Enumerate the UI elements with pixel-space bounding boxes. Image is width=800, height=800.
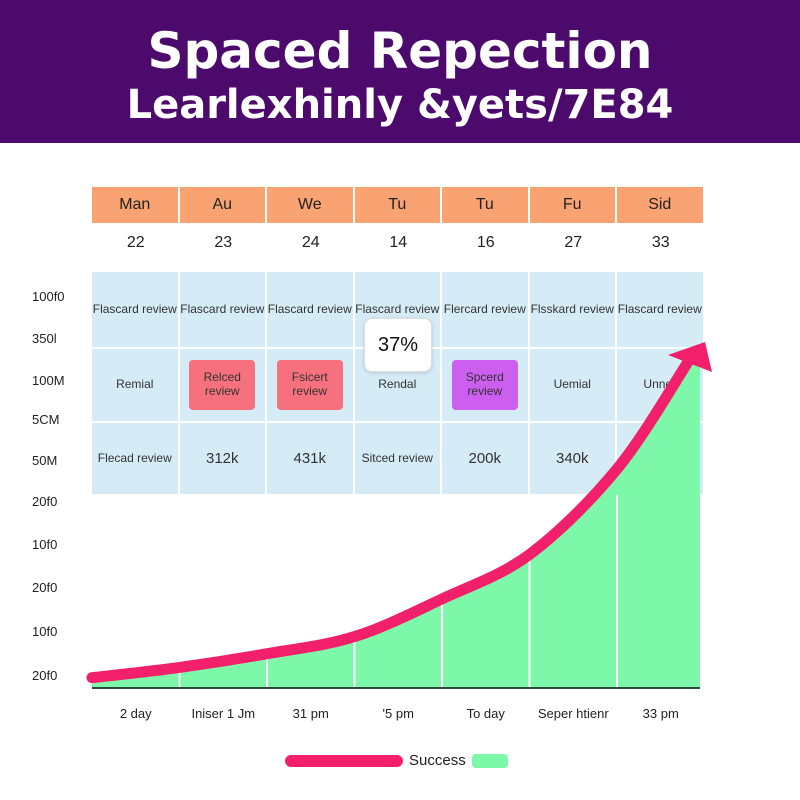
day-number: 16: [476, 234, 495, 251]
legend: Success: [285, 752, 508, 769]
day-header: Au: [179, 187, 265, 223]
x-tick-label: 33 pm: [642, 706, 679, 721]
y-tick-label: 100M: [32, 373, 65, 388]
title-banner: Spaced Repection Learlexhinly &yets/7E84: [0, 0, 800, 143]
arrowhead-icon: [668, 342, 712, 372]
grid-cell: Flecad review: [92, 423, 178, 494]
y-tick-label: 5CM: [32, 412, 60, 427]
grid-cell: 200k: [442, 423, 528, 494]
grid-cell: Flsskard review: [529, 272, 615, 347]
legend-area-swatch: [471, 753, 508, 768]
grid-cell: 312k: [179, 423, 265, 494]
day-header: Tu: [354, 187, 440, 223]
day-header: Fu: [529, 187, 615, 223]
grid-cell: Flascard review: [267, 272, 353, 347]
percentage-badge: 37%: [364, 318, 432, 372]
day-header: Tu: [442, 187, 528, 223]
x-tick-label: '5 pm: [382, 706, 414, 721]
day-number: 23: [214, 234, 233, 251]
x-tick-label: 31 pm: [292, 706, 329, 721]
y-tick-label: 10f0: [32, 624, 58, 639]
x-tick-label: Iniser 1 Jm: [191, 706, 256, 721]
legend-line-swatch: [285, 754, 403, 767]
y-tick-label: 20f0: [32, 580, 58, 595]
y-tick-label: 100f0: [32, 289, 65, 304]
day-header: Sid: [617, 187, 703, 223]
success-line: [86, 356, 694, 684]
grid-cell: Flercard review: [442, 272, 528, 347]
grid-cell: Flascard review: [92, 272, 178, 347]
day-number: 33: [651, 234, 670, 251]
day-number: 14: [389, 234, 408, 251]
success-area: [92, 355, 700, 688]
legend-label: Success: [409, 752, 466, 769]
review-tag: Spcerd review: [451, 360, 518, 410]
day-number: 22: [126, 234, 145, 251]
grid-cell: Sitced review: [354, 423, 440, 494]
grid-cell: Fsicert review: [267, 349, 353, 421]
grid-cell: Remial: [92, 349, 178, 421]
day-number: 24: [301, 234, 320, 251]
grid-cell: Uemial: [529, 349, 615, 421]
y-tick-label: 20f0: [32, 494, 58, 509]
day-number: 27: [564, 234, 583, 251]
review-tag: Relced review: [189, 360, 256, 410]
x-tick-label: Seper htienr: [537, 706, 609, 721]
y-tick-label: 10f0: [32, 537, 58, 552]
grid-cell: Flascard review: [617, 272, 703, 347]
grid-cell: Spcerd review: [442, 349, 528, 421]
y-tick-label: 20f0: [32, 668, 58, 683]
grid-cell: Relced review: [179, 349, 265, 421]
y-tick-label: 50M: [32, 453, 58, 468]
review-tag: Fsicert review: [276, 360, 343, 410]
grid-cell: 431k: [267, 423, 353, 494]
y-tick-label: 350l: [32, 331, 57, 346]
day-header: We: [267, 187, 353, 223]
day-header: Man: [92, 187, 178, 223]
chart-title: Spaced Repection: [147, 22, 653, 80]
chart-subtitle: Learlexhinly &yets/7E84: [126, 82, 674, 128]
x-tick-label: To day: [466, 706, 505, 721]
grid-cell: Flascard review: [179, 272, 265, 347]
x-tick-label: 2 day: [119, 706, 152, 721]
